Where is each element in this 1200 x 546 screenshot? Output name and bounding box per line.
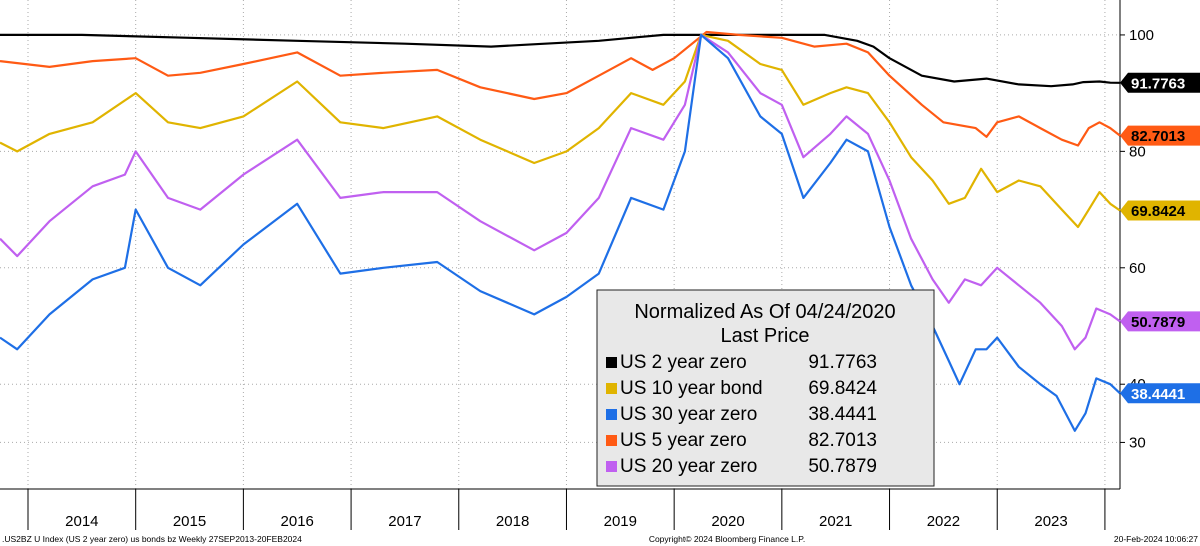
- last-value-label-us-5-year-zero: 82.7013: [1120, 125, 1200, 146]
- last-value-tag-us-10-year-bond: [1120, 200, 1200, 221]
- year-label-2021: 2021: [819, 513, 852, 530]
- ytick-label-80: 80: [1129, 143, 1146, 160]
- legend-swatch-us-5-year-zero: [606, 435, 617, 446]
- legend-swatch-us-10-year-bond: [606, 383, 617, 394]
- year-label-2018: 2018: [496, 513, 529, 530]
- last-value-text-us-20-year-zero: 50.7879: [1131, 314, 1185, 331]
- legend-swatch-us-20-year-zero: [606, 461, 617, 472]
- legend-name-us-5-year-zero: US 5 year zero: [620, 430, 747, 451]
- legend-name-us-10-year-bond: US 10 year bond: [620, 378, 763, 399]
- legend-name-us-30-year-zero: US 30 year zero: [620, 404, 757, 425]
- last-value-text-us-2-year-zero: 91.7763: [1131, 75, 1185, 92]
- series-line-us-30-year-zero: [0, 33, 1121, 432]
- last-value-tag-us-30-year-zero: [1120, 383, 1200, 404]
- legend-entry-us-20-year-zero: US 20 year zero 50.7879: [606, 456, 877, 477]
- ytick-label-100: 100: [1129, 27, 1154, 44]
- year-label-2014: 2014: [65, 513, 98, 530]
- legend-entry-us-5-year-zero: US 5 year zero 82.7013: [606, 430, 877, 451]
- legend-box: [596, 289, 935, 487]
- legend-entries: US 2 year zero 91.7763 US 10 year bond 69.8…: [606, 352, 877, 477]
- series-line-us-2-year-zero: [0, 33, 1121, 88]
- footer-left: .US2BZ U Index (US 2 year zero) us bonds…: [2, 534, 302, 544]
- last-value-tag-us-20-year-zero: [1120, 311, 1200, 332]
- legend-name-us-2-year-zero: US 2 year zero: [620, 352, 747, 373]
- year-label-2023: 2023: [1034, 513, 1067, 530]
- x-axis-year-labels: 2014 2015 2016 2017 2018 2019 2020 2021 2022 2023: [27, 489, 1106, 530]
- series-line-us-5-year-zero: [0, 30, 1121, 147]
- legend-entry-us-30-year-zero: US 30 year zero 38.4441: [606, 404, 877, 425]
- year-label-2016: 2016: [281, 513, 314, 530]
- last-value-tag-us-2-year-zero: [1120, 72, 1200, 93]
- last-value-label-us-2-year-zero: 91.7763: [1120, 72, 1200, 93]
- ytick-label-30: 30: [1129, 434, 1146, 451]
- legend-value-us-5-year-zero: 82.7013: [808, 430, 877, 451]
- last-value-label-us-30-year-zero: 38.4441: [1120, 383, 1200, 404]
- last-value-label-us-10-year-bond: 69.8424: [1120, 200, 1200, 221]
- legend-entry-us-10-year-bond: US 10 year bond 69.8424: [606, 378, 877, 399]
- footer-right: 20-Feb-2024 10:06:27: [1114, 534, 1198, 544]
- series-line-us-20-year-zero: [0, 33, 1121, 351]
- legend-title: Normalized As Of 04/24/2020: [634, 301, 895, 323]
- legend-value-us-10-year-bond: 69.8424: [808, 378, 877, 399]
- year-label-2022: 2022: [927, 513, 960, 530]
- last-value-text-us-5-year-zero: 82.7013: [1131, 128, 1185, 145]
- ytick-label-60: 60: [1129, 260, 1146, 277]
- last-value-label-us-20-year-zero: 50.7879: [1120, 311, 1200, 332]
- legend-value-us-30-year-zero: 38.4441: [808, 404, 877, 425]
- last-value-text-us-30-year-zero: 38.4441: [1131, 386, 1185, 403]
- legend-swatch-us-30-year-zero: [606, 409, 617, 420]
- legend-subtitle: Last Price: [721, 325, 810, 347]
- legend-value-us-20-year-zero: 50.7879: [808, 456, 877, 477]
- year-label-2020: 2020: [711, 513, 744, 530]
- series-line-us-10-year-bond: [0, 33, 1121, 229]
- last-value-tag-us-5-year-zero: [1120, 125, 1200, 146]
- legend: Normalized As Of 04/24/2020 Last Price U…: [596, 289, 935, 487]
- series-lines: [0, 30, 1121, 432]
- legend-swatch-us-2-year-zero: [606, 357, 617, 368]
- legend-name-us-20-year-zero: US 20 year zero: [620, 456, 757, 477]
- y-axis-ticks: 30406080100: [1120, 27, 1154, 451]
- year-label-2015: 2015: [173, 513, 206, 530]
- last-value-labels: 91.7763 82.7013 69.8424 50.7879 38.4441: [1120, 72, 1200, 404]
- last-value-text-us-10-year-bond: 69.8424: [1131, 203, 1186, 220]
- legend-entry-us-2-year-zero: US 2 year zero 91.7763: [606, 352, 877, 373]
- year-label-2019: 2019: [604, 513, 637, 530]
- footer-center: Copyright© 2024 Bloomberg Finance L.P.: [649, 534, 805, 544]
- legend-value-us-2-year-zero: 91.7763: [808, 352, 877, 373]
- year-label-2017: 2017: [388, 513, 421, 530]
